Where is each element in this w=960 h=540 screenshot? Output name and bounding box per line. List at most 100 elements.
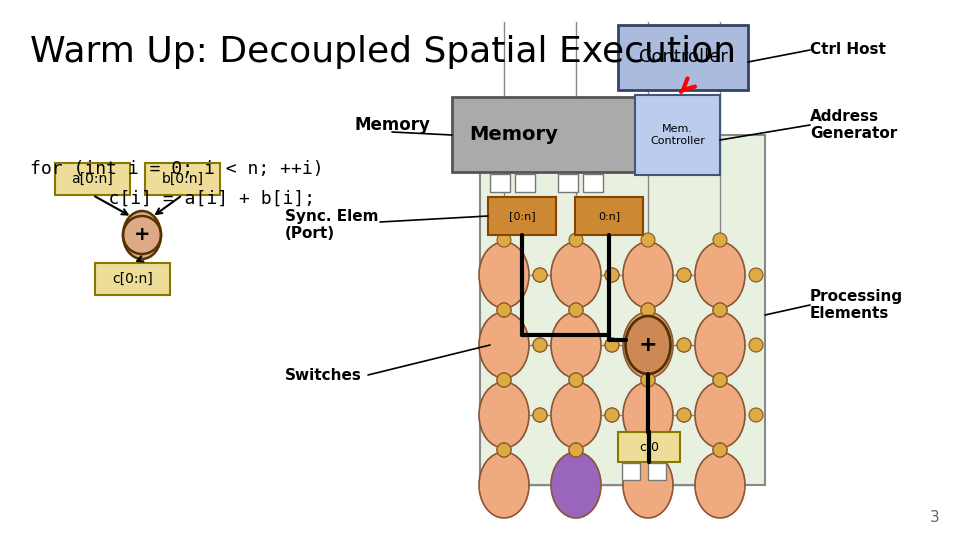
Bar: [490, 174, 510, 192]
Circle shape: [569, 373, 583, 387]
Ellipse shape: [623, 452, 673, 518]
Circle shape: [677, 338, 691, 352]
Bar: [55, 163, 130, 195]
Ellipse shape: [479, 242, 529, 308]
Text: Processing
Elements: Processing Elements: [810, 289, 903, 321]
Text: c[0: c[0: [639, 441, 659, 454]
Text: +: +: [638, 335, 658, 355]
Bar: [558, 174, 578, 192]
Circle shape: [497, 373, 511, 387]
Circle shape: [677, 338, 691, 352]
Text: Memory: Memory: [354, 116, 430, 134]
Ellipse shape: [623, 312, 673, 378]
Circle shape: [713, 303, 727, 317]
Text: Sync. Elem
(Port): Sync. Elem (Port): [285, 209, 378, 241]
Ellipse shape: [626, 316, 670, 374]
Circle shape: [713, 303, 727, 317]
Circle shape: [605, 268, 619, 282]
Circle shape: [497, 303, 511, 317]
Circle shape: [569, 373, 583, 387]
Circle shape: [713, 233, 727, 247]
Bar: [452, 97, 647, 172]
Bar: [648, 463, 666, 480]
Circle shape: [605, 408, 619, 422]
Bar: [618, 25, 748, 90]
Ellipse shape: [623, 242, 673, 308]
Circle shape: [497, 373, 511, 387]
Circle shape: [641, 373, 655, 387]
Text: Memory: Memory: [469, 125, 559, 145]
Circle shape: [605, 338, 619, 352]
Text: Ctrl Host: Ctrl Host: [810, 43, 886, 57]
Text: Mem.
Controller: Mem. Controller: [650, 124, 705, 146]
Circle shape: [749, 408, 763, 422]
Circle shape: [533, 268, 547, 282]
Bar: [622, 463, 640, 480]
Circle shape: [533, 338, 547, 352]
Text: 3: 3: [930, 510, 940, 525]
Circle shape: [641, 443, 655, 457]
Text: b[0:n]: b[0:n]: [161, 172, 204, 186]
Circle shape: [677, 408, 691, 422]
Circle shape: [641, 443, 655, 457]
Bar: [515, 174, 535, 192]
Ellipse shape: [623, 382, 673, 448]
Ellipse shape: [551, 382, 601, 448]
Text: c[i] = a[i] + b[i];: c[i] = a[i] + b[i];: [65, 190, 315, 208]
Circle shape: [641, 303, 655, 317]
Bar: [95, 263, 170, 295]
Bar: [618, 432, 680, 462]
Ellipse shape: [479, 452, 529, 518]
Circle shape: [533, 408, 547, 422]
Circle shape: [497, 443, 511, 457]
Text: c[0:n]: c[0:n]: [112, 272, 153, 286]
Circle shape: [641, 373, 655, 387]
Text: Address
Generator: Address Generator: [810, 109, 898, 141]
Ellipse shape: [551, 312, 601, 378]
Circle shape: [533, 268, 547, 282]
Circle shape: [713, 443, 727, 457]
Circle shape: [641, 303, 655, 317]
Circle shape: [605, 408, 619, 422]
Circle shape: [677, 408, 691, 422]
Text: [0:n]: [0:n]: [509, 211, 536, 221]
Circle shape: [713, 373, 727, 387]
Bar: [635, 95, 720, 175]
Bar: [583, 174, 603, 192]
Circle shape: [605, 268, 619, 282]
Text: 0:n]: 0:n]: [598, 211, 620, 221]
Text: a[0:n]: a[0:n]: [72, 172, 113, 186]
Text: Warm Up: Decoupled Spatial Execution: Warm Up: Decoupled Spatial Execution: [30, 35, 736, 69]
Text: +: +: [133, 226, 151, 245]
Circle shape: [713, 443, 727, 457]
Circle shape: [497, 233, 511, 247]
Ellipse shape: [479, 382, 529, 448]
Circle shape: [533, 338, 547, 352]
Bar: [145, 163, 220, 195]
Ellipse shape: [695, 452, 745, 518]
Circle shape: [497, 303, 511, 317]
Text: for (int i = 0; i < n; ++i): for (int i = 0; i < n; ++i): [30, 160, 324, 178]
Ellipse shape: [551, 242, 601, 308]
Circle shape: [569, 303, 583, 317]
Ellipse shape: [695, 312, 745, 378]
Ellipse shape: [695, 242, 745, 308]
Circle shape: [677, 268, 691, 282]
Circle shape: [749, 338, 763, 352]
Circle shape: [749, 268, 763, 282]
Circle shape: [677, 268, 691, 282]
Bar: [488, 197, 556, 235]
Ellipse shape: [695, 382, 745, 448]
Circle shape: [569, 303, 583, 317]
Circle shape: [569, 443, 583, 457]
Text: Switches: Switches: [285, 368, 362, 382]
Bar: [575, 197, 643, 235]
Circle shape: [569, 233, 583, 247]
Circle shape: [569, 443, 583, 457]
Ellipse shape: [123, 211, 161, 259]
Circle shape: [605, 338, 619, 352]
Bar: [480, 135, 765, 485]
Circle shape: [713, 373, 727, 387]
Text: Controller: Controller: [638, 49, 728, 66]
Ellipse shape: [479, 312, 529, 378]
